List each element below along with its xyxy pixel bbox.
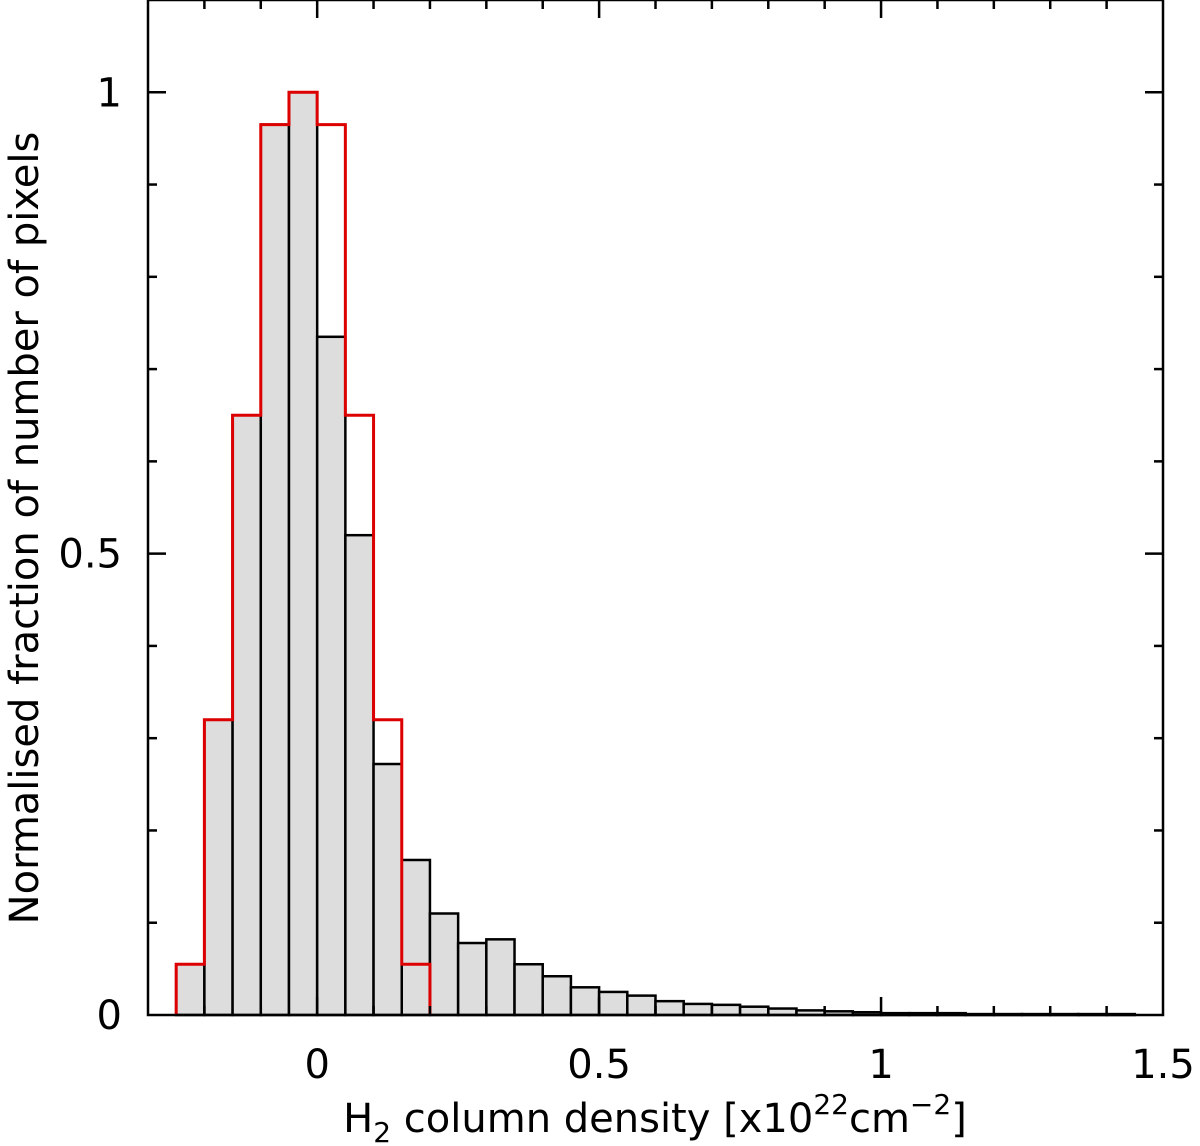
histogram-bar-19 bbox=[710, 1003, 742, 1017]
histogram-bar-6 bbox=[344, 533, 375, 1017]
histogram-bar-1 bbox=[203, 718, 234, 1017]
x-tick-labels: 0 0.5 1 1.5 bbox=[304, 1042, 1194, 1088]
histogram-bar-7 bbox=[372, 762, 403, 1017]
histogram-bar-18 bbox=[682, 1002, 714, 1017]
x-tick-label: 1.5 bbox=[1131, 1042, 1195, 1088]
histogram-bar-5 bbox=[315, 335, 347, 1017]
histogram-bar-2 bbox=[231, 413, 263, 1017]
histogram-bar-14 bbox=[569, 986, 601, 1017]
plot-frame bbox=[146, 0, 1165, 1017]
y-tick-label: 0 bbox=[97, 993, 122, 1039]
y-tick-labels: 00.51 bbox=[58, 70, 122, 1039]
x-tick-label: 0 bbox=[304, 1042, 329, 1088]
y-axis-title: Normalised fraction of number of pixels bbox=[2, 132, 48, 925]
histogram-bar-13 bbox=[541, 974, 573, 1017]
x-axis-title: H2 column density [x1022cm−2] bbox=[343, 1088, 967, 1146]
x-tick-label: 0.5 bbox=[567, 1042, 631, 1088]
y-tick-label: 0.5 bbox=[58, 532, 122, 578]
histogram-bar-12 bbox=[513, 963, 544, 1017]
red-outline-path bbox=[174, 90, 432, 1015]
y-tick-label: 1 bbox=[97, 70, 122, 116]
x-tick-label: 1 bbox=[868, 1042, 893, 1088]
histogram-bar-10 bbox=[456, 941, 488, 1017]
histogram-bar-8 bbox=[400, 858, 432, 1017]
histogram-bar-16 bbox=[626, 994, 657, 1017]
red-outline-histogram bbox=[174, 90, 432, 1015]
axis-ticks bbox=[148, 0, 1163, 1015]
histogram-bar-4 bbox=[287, 91, 319, 1017]
histogram-bar-9 bbox=[428, 912, 460, 1017]
histogram-bar-0 bbox=[174, 963, 206, 1017]
histogram-bar-17 bbox=[654, 999, 685, 1017]
histogram-bar-3 bbox=[259, 123, 291, 1017]
histogram-bar-15 bbox=[597, 990, 629, 1017]
histogram-bar-11 bbox=[485, 938, 516, 1017]
histogram-bars bbox=[174, 91, 1137, 1017]
